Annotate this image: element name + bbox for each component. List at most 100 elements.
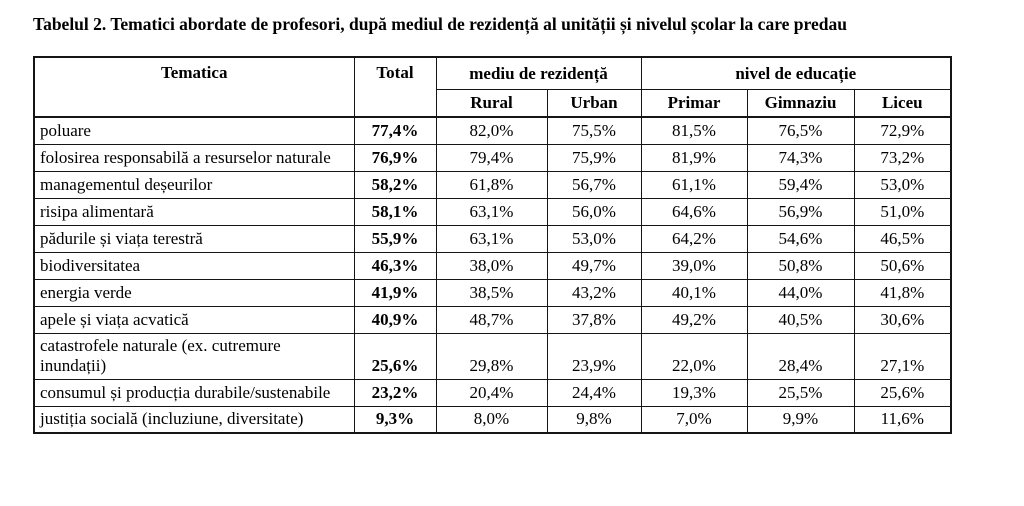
- total-value: 9,3%: [353, 405, 437, 434]
- gimnaziu-value: 28,4%: [746, 332, 855, 380]
- gimnaziu-value: 59,4%: [746, 170, 855, 199]
- liceu-value: 53,0%: [853, 170, 952, 199]
- liceu-value: 46,5%: [853, 224, 952, 253]
- liceu-value: 51,0%: [853, 197, 952, 226]
- rural-value: 20,4%: [435, 378, 548, 407]
- urban-value: 75,5%: [546, 116, 642, 145]
- table-caption: Tabelul 2. Tematici abordate de profesor…: [33, 14, 847, 34]
- liceu-value: 11,6%: [853, 405, 952, 434]
- column-header-liceu: Liceu: [853, 89, 952, 119]
- liceu-value: 73,2%: [853, 143, 952, 172]
- primar-value: 81,9%: [640, 143, 748, 172]
- total-value: 23,2%: [353, 378, 437, 407]
- table-row: managementul deșeurilor 58,2% 61,8% 56,7…: [33, 170, 952, 199]
- gimnaziu-value: 9,9%: [746, 405, 855, 434]
- primar-value: 39,0%: [640, 251, 748, 280]
- total-value: 25,6%: [353, 332, 437, 380]
- liceu-value: 50,6%: [853, 251, 952, 280]
- topic-label: energia verde: [33, 278, 355, 307]
- urban-value: 43,2%: [546, 278, 642, 307]
- primar-value: 49,2%: [640, 305, 748, 334]
- column-header-gimnaziu: Gimnaziu: [746, 89, 855, 119]
- gimnaziu-value: 44,0%: [746, 278, 855, 307]
- topic-label: justiția socială (incluziune, diversitat…: [33, 405, 355, 434]
- liceu-value: 30,6%: [853, 305, 952, 334]
- topic-label: consumul și producția durabile/sustenabi…: [33, 378, 355, 407]
- rural-value: 63,1%: [435, 197, 548, 226]
- topic-label: risipa alimentară: [33, 197, 355, 226]
- rural-value: 79,4%: [435, 143, 548, 172]
- rural-value: 82,0%: [435, 116, 548, 145]
- rural-value: 29,8%: [435, 332, 548, 380]
- topic-label: managementul deșeurilor: [33, 170, 355, 199]
- gimnaziu-value: 25,5%: [746, 378, 855, 407]
- total-value: 58,2%: [353, 170, 437, 199]
- total-value: 76,9%: [353, 143, 437, 172]
- topic-label: apele și viața acvatică: [33, 305, 355, 334]
- urban-value: 37,8%: [546, 305, 642, 334]
- header-row-subcolumns: Rural Urban Primar Gimnaziu Liceu: [34, 89, 952, 119]
- total-value: 55,9%: [353, 224, 437, 253]
- column-group-mediu-de-rezidenta: mediu de rezidență: [435, 56, 642, 91]
- rural-value: 38,0%: [435, 251, 548, 280]
- topic-label: catastrofele naturale (ex. cutremure inu…: [33, 332, 355, 380]
- urban-value: 75,9%: [546, 143, 642, 172]
- table-header: Tematica Total mediu de rezidență nivel …: [33, 56, 952, 119]
- table-body: poluare 77,4% 82,0% 75,5% 81,5% 76,5% 72…: [33, 116, 952, 434]
- table-row: risipa alimentară 58,1% 63,1% 56,0% 64,6…: [33, 197, 952, 226]
- liceu-value: 25,6%: [853, 378, 952, 407]
- table-row: consumul și producția durabile/sustenabi…: [33, 378, 952, 407]
- primar-value: 40,1%: [640, 278, 748, 307]
- table-row: energia verde 41,9% 38,5% 43,2% 40,1% 44…: [33, 278, 952, 307]
- total-value: 40,9%: [353, 305, 437, 334]
- topic-label: folosirea responsabilă a resurselor natu…: [33, 143, 355, 172]
- header-row-groups: Tematica Total mediu de rezidență nivel …: [33, 56, 952, 119]
- liceu-value: 41,8%: [853, 278, 952, 307]
- urban-value: 56,0%: [546, 197, 642, 226]
- column-header-total: Total: [353, 56, 437, 119]
- primar-value: 7,0%: [640, 405, 748, 434]
- topic-label: pădurile și viața terestră: [33, 224, 355, 253]
- urban-value: 24,4%: [546, 378, 642, 407]
- primar-value: 22,0%: [640, 332, 748, 380]
- rural-value: 48,7%: [435, 305, 548, 334]
- liceu-value: 27,1%: [853, 332, 952, 380]
- column-header-tematica: Tematica: [33, 56, 355, 119]
- gimnaziu-value: 50,8%: [746, 251, 855, 280]
- urban-value: 23,9%: [546, 332, 642, 380]
- urban-value: 56,7%: [546, 170, 642, 199]
- total-value: 46,3%: [353, 251, 437, 280]
- topics-table: Tematica Total mediu de rezidență nivel …: [33, 55, 953, 435]
- table-row: catastrofele naturale (ex. cutremure inu…: [33, 332, 952, 380]
- topic-label: biodiversitatea: [33, 251, 355, 280]
- primar-value: 64,6%: [640, 197, 748, 226]
- total-value: 41,9%: [353, 278, 437, 307]
- rural-value: 63,1%: [435, 224, 548, 253]
- gimnaziu-value: 56,9%: [746, 197, 855, 226]
- primar-value: 81,5%: [640, 116, 748, 145]
- total-value: 77,4%: [353, 116, 437, 145]
- column-group-nivel-de-educatie: nivel de educație: [640, 56, 952, 91]
- rural-value: 61,8%: [435, 170, 548, 199]
- urban-value: 53,0%: [546, 224, 642, 253]
- table-row: poluare 77,4% 82,0% 75,5% 81,5% 76,5% 72…: [33, 116, 952, 145]
- primar-value: 61,1%: [640, 170, 748, 199]
- gimnaziu-value: 76,5%: [746, 116, 855, 145]
- table-row: biodiversitatea 46,3% 38,0% 49,7% 39,0% …: [33, 251, 952, 280]
- primar-value: 19,3%: [640, 378, 748, 407]
- urban-value: 49,7%: [546, 251, 642, 280]
- topic-label: poluare: [33, 116, 355, 145]
- gimnaziu-value: 74,3%: [746, 143, 855, 172]
- liceu-value: 72,9%: [853, 116, 952, 145]
- rural-value: 8,0%: [435, 405, 548, 434]
- gimnaziu-value: 40,5%: [746, 305, 855, 334]
- column-header-primar: Primar: [640, 89, 748, 119]
- rural-value: 38,5%: [435, 278, 548, 307]
- primar-value: 64,2%: [640, 224, 748, 253]
- column-header-rural: Rural: [435, 89, 548, 119]
- document-page: Tabelul 2. Tematici abordate de profesor…: [33, 14, 953, 435]
- table-row: apele și viața acvatică 40,9% 48,7% 37,8…: [33, 305, 952, 334]
- column-header-urban: Urban: [546, 89, 642, 119]
- gimnaziu-value: 54,6%: [746, 224, 855, 253]
- table-row: justiția socială (incluziune, diversitat…: [33, 405, 952, 434]
